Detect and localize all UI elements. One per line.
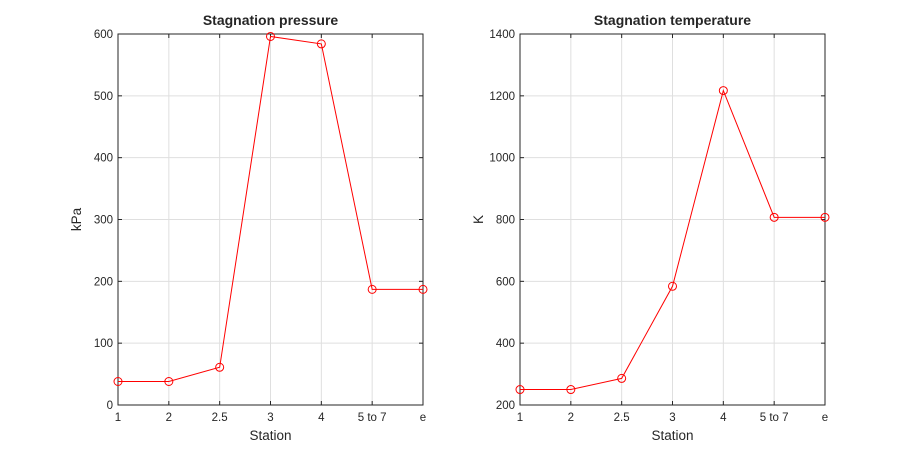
data-point-marker [668, 281, 677, 291]
x-tick-label: 2.5 [614, 412, 630, 424]
series-line [520, 88, 825, 391]
x-tick-label: 4 [720, 412, 727, 424]
data-point-marker [820, 212, 830, 222]
data-point-marker [164, 377, 174, 387]
data-point-marker [617, 373, 627, 383]
data-point-marker [266, 31, 275, 41]
x-tick-label: 2 [568, 412, 574, 424]
y-axis-label: kPa [69, 207, 84, 231]
x-axis-label: Station [249, 428, 291, 443]
data-point-marker [215, 362, 225, 372]
y-tick-label: 600 [94, 29, 113, 41]
y-tick-label: 300 [94, 215, 113, 227]
data-point-marker [769, 212, 779, 222]
x-tick-label: 2 [166, 412, 172, 424]
y-axis-label: K [471, 215, 486, 224]
y-tick-label: 200 [94, 276, 113, 288]
x-tick-label: 2.5 [212, 412, 228, 424]
y-tick-label: 1400 [489, 29, 515, 41]
series-line [118, 35, 423, 383]
x-tick-label: 3 [669, 412, 675, 424]
x-tick-label: 1 [517, 412, 523, 424]
x-tick-label: 5 to 7 [358, 412, 387, 424]
data-point-marker [418, 284, 428, 294]
x-axis-label: Station [651, 428, 693, 443]
y-tick-label: 400 [496, 338, 515, 350]
data-point-marker [566, 385, 576, 395]
data-point-marker [718, 86, 728, 96]
x-tick-label: 4 [318, 412, 325, 424]
data-point-marker [367, 284, 377, 294]
y-tick-label: 600 [496, 276, 515, 288]
chart-title: Stagnation temperature [594, 12, 751, 28]
x-tick-label: 5 to 7 [760, 412, 789, 424]
y-tick-label: 1000 [489, 153, 515, 165]
chart-title: Stagnation pressure [203, 12, 339, 28]
y-tick-label: 200 [496, 400, 515, 412]
y-tick-label: 1200 [489, 91, 515, 103]
x-tick-label: 3 [267, 412, 273, 424]
pressure-chart-panel: 1 2 2.5 3 4 5 to 7 e 0 100 200 300 400 500 600 Stagnat… [69, 12, 428, 443]
data-point-marker [113, 377, 123, 387]
data-point-marker [316, 39, 326, 49]
x-tick-label: e [420, 412, 426, 424]
x-tick-label: e [822, 412, 828, 424]
temperature-chart-panel: 1 2 2.5 3 4 5 to 7 e 200 400 600 800 1000 1200 1400 St… [471, 12, 830, 443]
y-tick-label: 0 [107, 400, 113, 412]
y-tick-label: 400 [94, 153, 113, 165]
y-tick-label: 100 [94, 338, 113, 350]
y-tick-label: 800 [496, 215, 515, 227]
y-tick-label: 500 [94, 91, 113, 103]
data-point-marker [515, 385, 525, 395]
x-tick-label: 1 [115, 412, 121, 424]
